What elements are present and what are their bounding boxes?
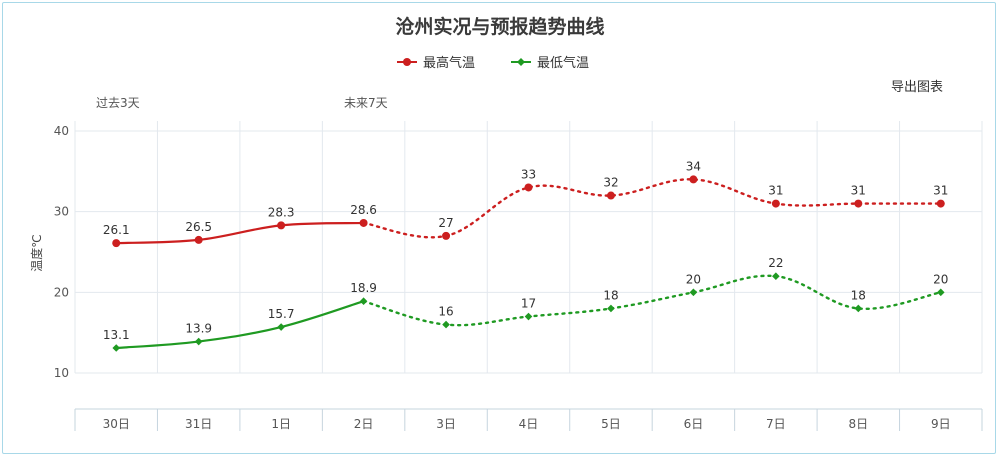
data-label-low: 20 <box>933 272 948 286</box>
data-point-high <box>936 199 945 208</box>
x-tick-label: 8日 <box>848 417 868 431</box>
data-point-low <box>524 312 533 321</box>
data-label-low: 15.7 <box>268 307 295 321</box>
y-tick-label: 20 <box>54 285 69 299</box>
data-label-high: 28.3 <box>268 205 295 219</box>
data-label-low: 18 <box>851 288 866 302</box>
x-tick-label: 9日 <box>931 417 951 431</box>
data-label-low: 13.9 <box>185 322 212 336</box>
data-point-high <box>854 199 863 208</box>
legend-marker-high <box>403 58 411 66</box>
export-chart-button[interactable]: 导出图表 <box>891 80 943 95</box>
legend-label-high: 最高气温 <box>423 55 475 71</box>
data-label-high: 26.1 <box>103 223 130 237</box>
data-point-low <box>277 323 285 331</box>
data-point-high <box>277 221 286 230</box>
data-point-high <box>606 191 615 200</box>
data-point-low <box>112 344 121 352</box>
past-period-label: 过去3天 <box>96 96 140 110</box>
data-label-low: 13.1 <box>103 328 130 342</box>
series-line-observed-high <box>116 221 364 245</box>
x-tick-label: 31日 <box>185 417 212 431</box>
data-label-high: 31 <box>768 184 783 198</box>
data-label-high: 31 <box>851 184 866 198</box>
series-line-forecast-high <box>362 178 942 239</box>
data-point-high <box>359 218 368 227</box>
y-axis-ticks: 10 20 30 40 <box>54 124 69 380</box>
x-tick-label: 7日 <box>766 417 786 431</box>
future-period-label: 未来7天 <box>344 96 388 110</box>
data-point-low <box>854 304 863 313</box>
data-point-low <box>442 320 450 329</box>
data-point-low <box>194 337 203 346</box>
data-point-low <box>936 288 945 297</box>
data-point-high <box>112 239 121 248</box>
legend: 最高气温 最低气温 <box>397 55 589 71</box>
legend-item-low[interactable]: 最低气温 <box>511 55 589 71</box>
data-point-low <box>689 288 698 297</box>
data-point-low <box>772 272 780 280</box>
legend-marker-low <box>517 58 525 66</box>
data-point-high <box>524 183 533 192</box>
data-label-low: 20 <box>686 272 701 286</box>
x-tick-label: 3日 <box>436 417 456 431</box>
x-axis: 30日 31日 1日 2日 3日 4日 5日 6日 7日 8日 9日 <box>74 408 983 431</box>
series-line-observed-low <box>116 300 364 350</box>
x-tick-label: 2日 <box>354 417 374 431</box>
data-label-low: 18.9 <box>350 281 377 295</box>
grid <box>74 121 983 374</box>
x-tick-label: 1日 <box>271 417 291 431</box>
data-label-high: 27 <box>438 216 453 230</box>
legend-item-high[interactable]: 最高气温 <box>397 55 475 71</box>
y-tick-label: 10 <box>54 366 69 380</box>
series-line-forecast-low <box>362 274 942 327</box>
chart-canvas: 沧州实况与预报趋势曲线 最高气温 最低气温 导出图表 过去3天 未来7天 10 2… <box>29 15 983 431</box>
data-label-high: 31 <box>933 184 948 198</box>
data-label-low: 22 <box>768 256 783 270</box>
x-tick-label: 6日 <box>684 417 704 431</box>
data-label-high: 26.5 <box>185 220 212 234</box>
data-label-low: 16 <box>438 305 453 319</box>
y-tick-label: 40 <box>54 124 69 138</box>
data-label-low: 17 <box>521 297 536 311</box>
data-point-high <box>194 235 203 244</box>
data-point-low <box>359 297 368 306</box>
data-label-high: 32 <box>603 176 618 190</box>
y-axis-label: 温度℃ <box>29 234 44 271</box>
data-label-high: 34 <box>686 159 701 173</box>
data-label-high: 33 <box>521 167 536 181</box>
x-tick-label: 5日 <box>601 417 621 431</box>
x-tick-label: 4日 <box>519 417 539 431</box>
chart-title: 沧州实况与预报趋势曲线 <box>395 15 604 38</box>
data-label-low: 18 <box>603 288 618 302</box>
data-label-high: 28.6 <box>350 203 377 217</box>
series: 26.1 26.5 28.3 28.6 27 33 32 34 31 31 31 13.1 13.9 15… <box>103 159 948 352</box>
y-tick-label: 30 <box>54 205 69 219</box>
data-point-low <box>607 304 615 313</box>
x-tick-label: 30日 <box>103 417 130 431</box>
data-point-high <box>442 231 451 240</box>
legend-label-low: 最低气温 <box>537 55 589 71</box>
data-point-high <box>771 199 780 208</box>
data-point-high <box>689 175 698 184</box>
